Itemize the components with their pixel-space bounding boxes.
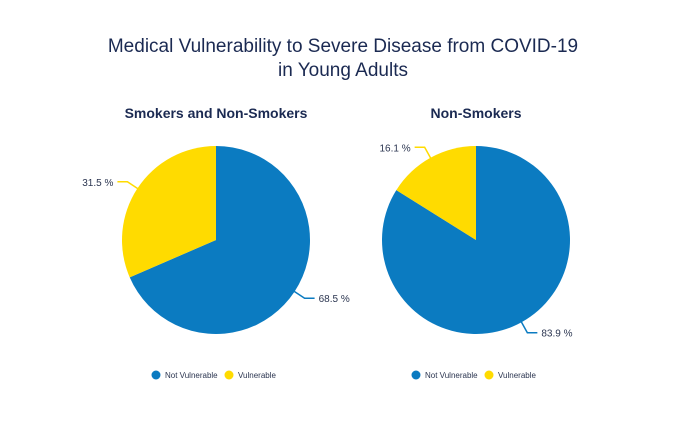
pie-1-subtitle: Smokers and Non-Smokers: [125, 105, 308, 121]
legend-marker-not-vulnerable: [411, 370, 421, 380]
pie-2-data-label: 83.9 %: [541, 329, 572, 340]
pie-1-slice-vulnerable: [121, 146, 216, 278]
legend-marker-vulnerable: [484, 370, 494, 380]
pie-1-leader-line: [117, 181, 140, 191]
pie-2-subtitle: Non-Smokers: [430, 105, 521, 121]
legend-label-vulnerable: Vulnerable: [238, 371, 277, 380]
pie-1-slice-not-vulnerable: [129, 146, 310, 334]
chart-title-line-2: in Young Adults: [278, 60, 408, 81]
legend-marker-vulnerable: [224, 370, 234, 380]
pie-1-data-label: 68.5 %: [319, 294, 350, 305]
chart-title-line-1: Medical Vulnerability to Severe Disease …: [108, 36, 578, 57]
legend-marker-not-vulnerable: [151, 370, 161, 380]
pie-1-data-label: 31.5 %: [82, 178, 113, 189]
pie-1-leader-line: [292, 289, 315, 299]
pie-2-leader-line: [414, 146, 433, 160]
legend-label-not-vulnerable: Not Vulnerable: [165, 371, 218, 380]
legend-label-vulnerable: Vulnerable: [498, 371, 537, 380]
pie-2-slice-vulnerable: [396, 146, 476, 240]
pie-2-leader-line: [519, 320, 538, 334]
pie-2-slice-not-vulnerable: [382, 146, 570, 335]
legend-label-not-vulnerable: Not Vulnerable: [425, 371, 478, 380]
pie-2-data-label: 16.1 %: [380, 143, 411, 154]
